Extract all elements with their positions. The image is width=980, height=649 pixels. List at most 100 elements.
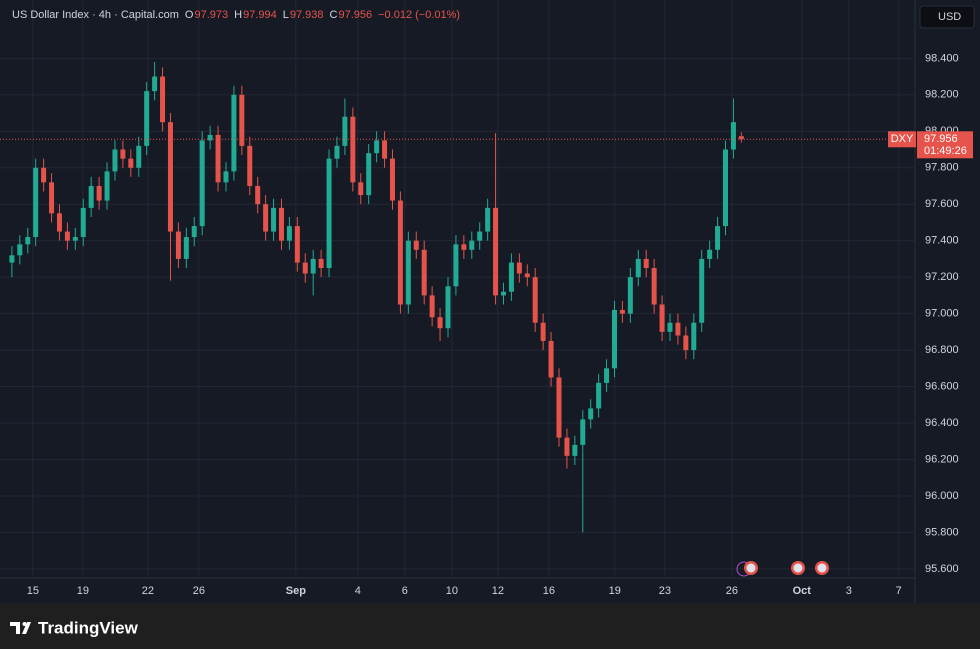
y-tick-label: 96.000 xyxy=(925,490,959,502)
y-tick-label: 97.000 xyxy=(925,308,959,320)
candle-body xyxy=(722,149,728,227)
candle-body xyxy=(160,76,166,123)
x-tick-label: 12 xyxy=(492,585,504,597)
x-tick-label: 7 xyxy=(896,585,902,597)
y-tick-label: 95.800 xyxy=(925,526,959,538)
candle-body xyxy=(485,207,491,232)
event-flag xyxy=(817,563,827,573)
x-tick-label: 19 xyxy=(77,585,89,597)
y-tick-label: 97.600 xyxy=(925,198,959,210)
x-tick-label: 4 xyxy=(355,585,361,597)
candle-body xyxy=(382,140,388,159)
event-flags xyxy=(736,561,829,577)
candle-body xyxy=(271,207,277,232)
x-tick-label: 23 xyxy=(659,585,671,597)
candle-body xyxy=(493,207,499,296)
header: US Dollar Index · 4h · Capital.com O 97.9… xyxy=(12,9,460,21)
price-change: −0.012 (−0.01%) xyxy=(378,9,460,21)
y-tick-label: 98.400 xyxy=(925,52,959,64)
candle-body xyxy=(358,182,364,196)
ohlc-letter: O xyxy=(185,9,194,21)
candles xyxy=(9,61,744,533)
candle-body xyxy=(516,262,522,274)
x-tick-label: Oct xyxy=(793,585,812,597)
brand-name: TradingView xyxy=(38,618,139,637)
candle-body xyxy=(524,273,530,278)
candle-body xyxy=(175,231,181,259)
candle-body xyxy=(627,277,633,314)
y-tick-label: 98.200 xyxy=(925,89,959,101)
footer-background xyxy=(0,603,980,649)
candle-body xyxy=(302,262,308,274)
candle-body xyxy=(738,136,744,140)
candle-body xyxy=(128,158,134,168)
y-tick-label: 96.800 xyxy=(925,344,959,356)
candle-body xyxy=(421,249,427,296)
x-tick-label: 3 xyxy=(846,585,852,597)
ohlc-value: 97.973 xyxy=(194,9,228,21)
candle-body xyxy=(326,158,332,269)
x-tick-label: 19 xyxy=(609,585,621,597)
candle-body xyxy=(540,322,546,341)
candle-body xyxy=(532,277,538,323)
candle-body xyxy=(144,91,150,146)
candle-body xyxy=(437,317,443,329)
currency-label[interactable]: USD xyxy=(938,11,961,23)
candle-body xyxy=(715,226,721,250)
candle-body xyxy=(310,258,316,274)
candle-body xyxy=(239,94,245,146)
candle-body xyxy=(223,171,229,183)
candle-body xyxy=(429,295,435,318)
candle-body xyxy=(413,240,419,250)
candle-body xyxy=(17,244,23,256)
candle-body xyxy=(643,258,649,269)
y-tick-label: 95.600 xyxy=(925,563,959,575)
x-tick-label: 26 xyxy=(193,585,205,597)
candle-body xyxy=(366,153,372,196)
x-tick-label: 26 xyxy=(726,585,738,597)
candle-body xyxy=(405,240,411,305)
candle-body xyxy=(461,244,467,250)
candle-body xyxy=(374,140,380,154)
candle-body xyxy=(41,167,47,183)
candle-body xyxy=(318,258,324,269)
ohlc-letter: L xyxy=(283,9,289,21)
candle-body xyxy=(263,204,269,232)
candle-body xyxy=(199,140,205,227)
candle-body xyxy=(453,244,459,287)
candle-body xyxy=(278,207,284,241)
candle-body xyxy=(572,444,578,456)
chart-title: US Dollar Index · 4h · Capital.com xyxy=(12,9,179,21)
x-tick-label: 22 xyxy=(142,585,154,597)
candle-body xyxy=(604,368,610,383)
candle-body xyxy=(112,149,118,172)
candle-body xyxy=(683,335,689,351)
candle-body xyxy=(183,237,189,259)
event-flag xyxy=(746,563,756,573)
candle-body xyxy=(231,94,237,172)
candle-body xyxy=(659,304,665,332)
x-tick-label: Sep xyxy=(286,585,306,597)
candle-body xyxy=(80,207,86,238)
candle-body xyxy=(707,249,713,259)
candle-body xyxy=(88,185,94,208)
countdown-label: 01:49:26 xyxy=(924,145,967,157)
y-tick-label: 97.800 xyxy=(925,162,959,174)
candle-body xyxy=(469,240,475,250)
candle-body xyxy=(556,377,562,438)
candle-body xyxy=(286,226,292,241)
x-tick-label: 16 xyxy=(543,585,555,597)
symbol-tag xyxy=(888,131,916,148)
candle-body xyxy=(730,122,736,150)
y-tick-label: 96.600 xyxy=(925,380,959,392)
candle-body xyxy=(619,309,625,314)
candle-body xyxy=(191,226,197,238)
candle-body xyxy=(350,116,356,183)
candle-body xyxy=(548,340,554,378)
candle-body xyxy=(56,213,62,232)
candle-body xyxy=(635,258,641,278)
candle-body xyxy=(651,268,657,305)
currency-button[interactable] xyxy=(919,5,975,29)
candle-body xyxy=(445,286,451,329)
